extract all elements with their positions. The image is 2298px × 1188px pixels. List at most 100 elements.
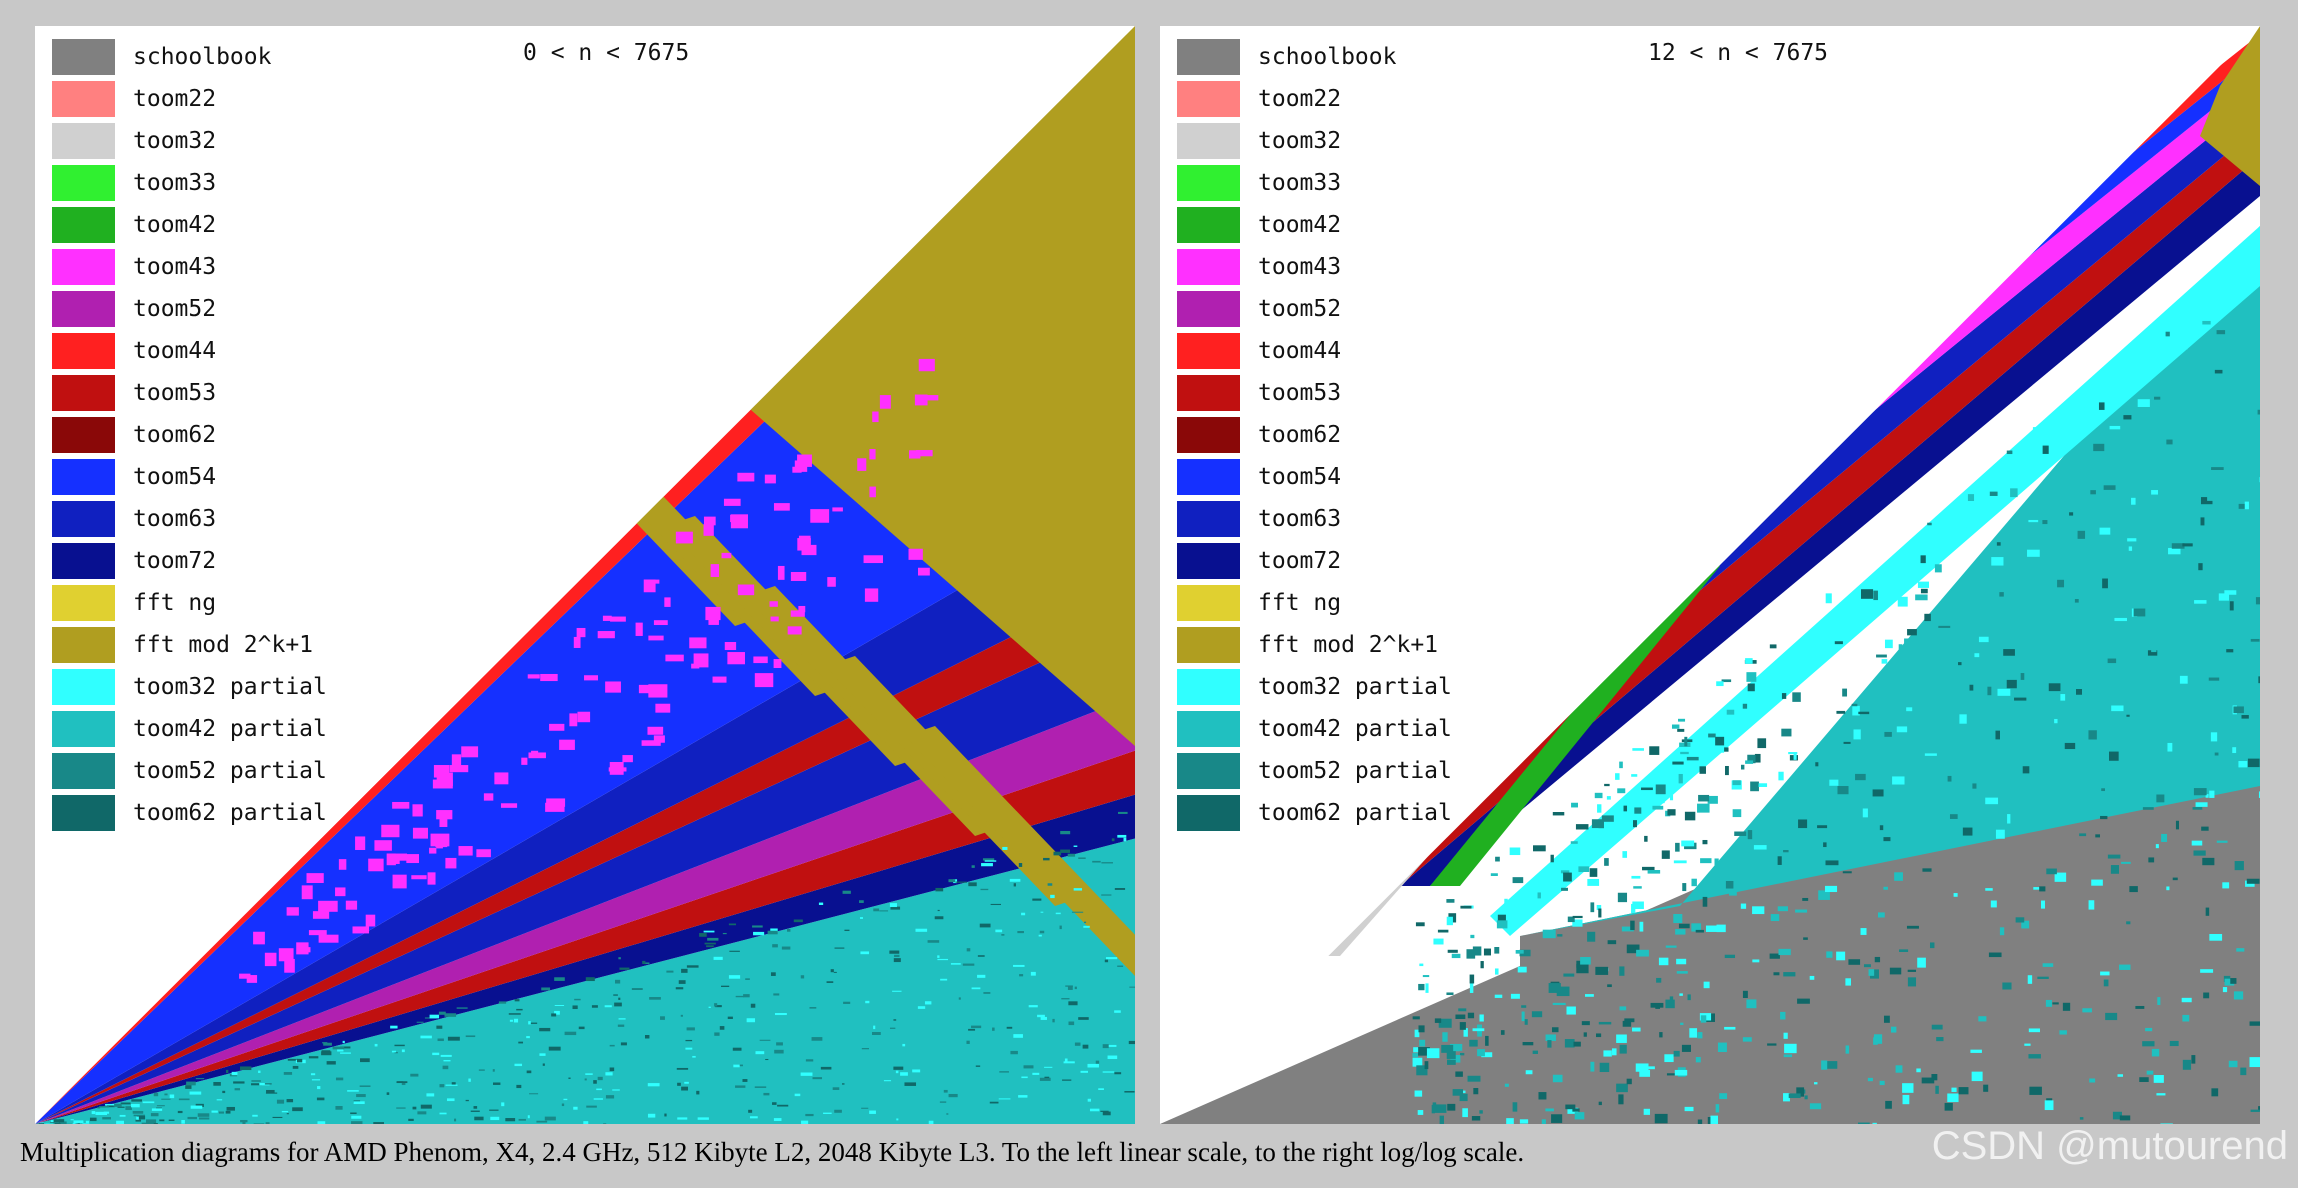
speckle-partial <box>1087 1063 1099 1068</box>
speckle-partial <box>1676 971 1688 974</box>
legend-item: toom32 <box>52 120 327 162</box>
legend-swatch <box>1177 627 1240 663</box>
speckle-toom43 <box>703 523 714 536</box>
speckle-toom43 <box>710 619 717 625</box>
speckle-partial <box>2214 369 2223 374</box>
speckle-partial <box>1669 996 1674 1002</box>
speckle-partial <box>2126 714 2130 717</box>
speckle-partial <box>1634 807 1642 814</box>
speckle-toom43 <box>790 571 807 581</box>
legend-item: toom63 <box>1177 498 1452 540</box>
speckle-toom43 <box>872 411 879 423</box>
speckle-partial <box>222 1090 226 1094</box>
speckle-partial <box>1490 873 1498 876</box>
speckle-partial <box>420 1035 432 1039</box>
speckle-partial <box>44 1123 55 1124</box>
speckle-partial <box>564 1031 577 1036</box>
speckle-partial <box>1412 1053 1419 1058</box>
speckle-partial <box>605 1072 613 1076</box>
speckle-partial <box>526 1036 530 1039</box>
speckle-partial <box>2076 802 2080 807</box>
speckle-partial <box>1655 784 1666 795</box>
speckle-partial <box>187 1116 198 1120</box>
speckle-partial <box>492 1069 495 1072</box>
speckle-partial <box>529 1093 539 1095</box>
speckle-partial <box>2105 1012 2118 1021</box>
speckle-partial <box>283 1072 293 1075</box>
speckle-partial <box>1666 1073 1676 1076</box>
speckle-toom43 <box>584 675 599 681</box>
speckle-partial <box>1607 940 1617 945</box>
speckle-partial <box>234 1088 241 1091</box>
speckle-partial <box>1497 914 1506 923</box>
speckle-partial <box>1691 878 1697 887</box>
speckle-partial <box>1700 1015 1707 1023</box>
speckle-partial <box>1721 679 1732 683</box>
speckle-partial <box>1050 894 1055 899</box>
speckle-partial <box>2098 402 2105 410</box>
speckle-partial <box>518 1041 524 1044</box>
speckle-partial <box>2133 608 2146 617</box>
speckle-partial <box>1483 948 1491 956</box>
speckle-partial <box>1590 828 1599 837</box>
speckle-partial <box>53 1119 65 1123</box>
speckle-partial <box>1920 588 1928 594</box>
speckle-partial <box>572 1005 578 1010</box>
speckle-partial <box>429 1014 440 1019</box>
legend-item: schoolbook <box>1177 36 1452 78</box>
speckle-partial <box>615 979 621 984</box>
speckle-partial <box>1920 555 1926 564</box>
speckle-toom43 <box>798 535 811 548</box>
speckle-partial <box>2014 697 2027 701</box>
speckle-partial <box>2175 410 2188 417</box>
speckle-partial <box>1635 1063 1649 1072</box>
speckle-partial <box>1630 920 1635 931</box>
speckle-toom43 <box>301 885 313 900</box>
speckle-partial <box>1716 924 1726 933</box>
speckle-partial <box>251 1080 261 1082</box>
legend-item: toom22 <box>1177 78 1452 120</box>
speckle-partial <box>642 960 646 964</box>
speckle-partial <box>1572 919 1583 927</box>
speckle-partial <box>2006 679 2017 689</box>
legend-item: toom52 <box>52 288 327 330</box>
legend-item: fft mod 2^k+1 <box>52 624 327 666</box>
speckle-partial <box>1447 949 1458 953</box>
speckle-partial <box>1631 875 1641 879</box>
speckle-partial <box>1622 824 1630 830</box>
speckle-partial <box>2250 638 2260 642</box>
speckle-partial <box>474 1116 484 1121</box>
speckle-partial <box>2250 1109 2260 1112</box>
speckle-partial <box>1708 733 1716 738</box>
speckle-partial <box>1587 931 1596 942</box>
speckle-partial <box>1129 986 1135 988</box>
speckle-toom43 <box>318 900 338 912</box>
speckle-partial <box>1724 954 1736 959</box>
speckle-partial <box>1889 967 1902 975</box>
speckle-partial <box>1843 741 1851 744</box>
speckle-partial <box>1985 888 1993 891</box>
speckle-partial <box>787 929 791 932</box>
speckle-partial <box>1863 964 1871 968</box>
speckle-partial <box>1521 1011 1525 1022</box>
legend-swatch <box>52 627 115 663</box>
speckle-partial <box>1100 1110 1109 1112</box>
speckle-partial <box>755 1051 765 1055</box>
speckle-partial <box>1732 780 1741 786</box>
speckle-partial <box>1006 1026 1013 1029</box>
speckle-toom43 <box>721 552 732 559</box>
legend-label: toom22 <box>1258 86 1342 112</box>
speckle-partial <box>541 987 551 991</box>
speckle-toom43 <box>918 567 930 576</box>
speckle-partial <box>1452 1089 1464 1096</box>
speckle-toom43 <box>770 616 779 622</box>
speckle-partial <box>156 1105 165 1107</box>
legend-item: toom72 <box>1177 540 1452 582</box>
legend-item: schoolbook <box>52 36 327 78</box>
speckle-partial <box>1671 724 1680 729</box>
speckle-partial <box>359 1085 371 1087</box>
speckle-partial <box>1105 957 1118 960</box>
speckle-partial <box>1018 1095 1028 1098</box>
speckle-partial <box>1675 842 1680 852</box>
speckle-partial <box>998 1098 1011 1100</box>
